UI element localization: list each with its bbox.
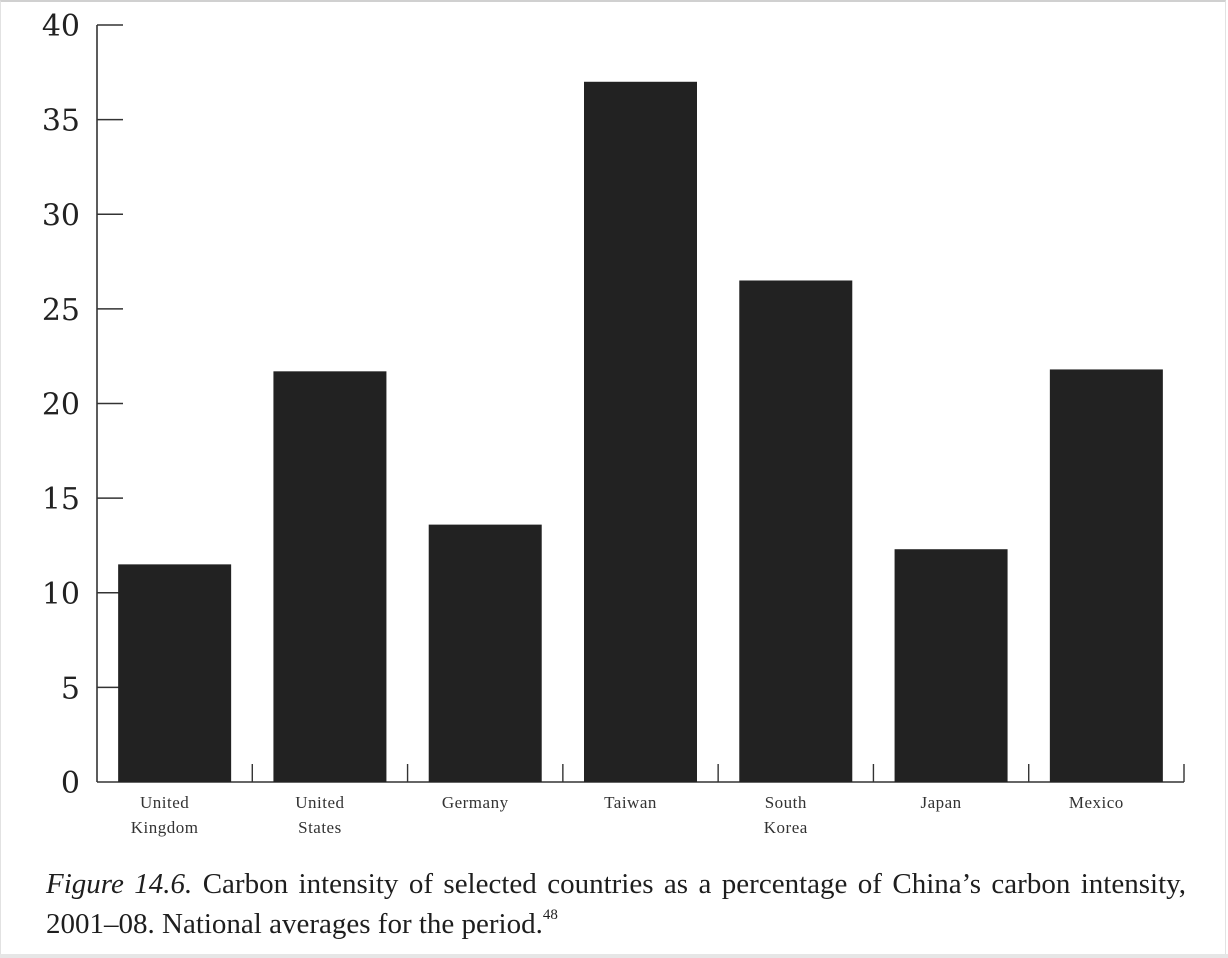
category-label: Germany <box>442 793 509 812</box>
category-label: United States <box>295 793 344 837</box>
category-label: Japan <box>920 793 961 812</box>
bar <box>584 81 697 782</box>
y-tick-label: 15 <box>42 482 80 517</box>
bar <box>118 564 232 782</box>
footnote-marker: 48 <box>542 907 558 923</box>
y-tick-label: 10 <box>42 577 80 612</box>
y-tick-label: 0 <box>61 766 80 801</box>
bar <box>273 371 387 782</box>
bar-chart: 0 5 10 15 20 25 30 35 40 United Kingdom United Stat… <box>42 9 1185 837</box>
bar <box>739 280 853 782</box>
figure-caption: Figure 14.6. Carbon intensity of selecte… <box>46 864 1186 944</box>
y-tick-label: 30 <box>42 198 80 233</box>
y-tick-label: 5 <box>61 671 80 706</box>
bars <box>118 81 1163 782</box>
y-axis: 0 5 10 15 20 25 30 35 40 <box>42 9 123 801</box>
y-tick-label: 25 <box>42 293 80 328</box>
bar <box>894 549 1008 782</box>
category-label: United Kingdom <box>131 793 199 837</box>
bar <box>428 524 542 782</box>
y-tick-label: 35 <box>42 104 80 139</box>
category-label: Taiwan <box>604 793 657 812</box>
category-labels: United Kingdom United States Germany Taiwan So… <box>131 793 1124 837</box>
category-label: Mexico <box>1069 793 1124 812</box>
figure-label: Figure 14.6. <box>46 868 193 900</box>
category-label: South Korea <box>764 793 808 837</box>
caption-text: Carbon intensity of selected countries a… <box>46 868 1186 940</box>
bar <box>1049 369 1163 782</box>
y-tick-label: 20 <box>42 388 80 423</box>
y-tick-label: 40 <box>42 9 80 44</box>
bottom-strip <box>0 954 1228 958</box>
